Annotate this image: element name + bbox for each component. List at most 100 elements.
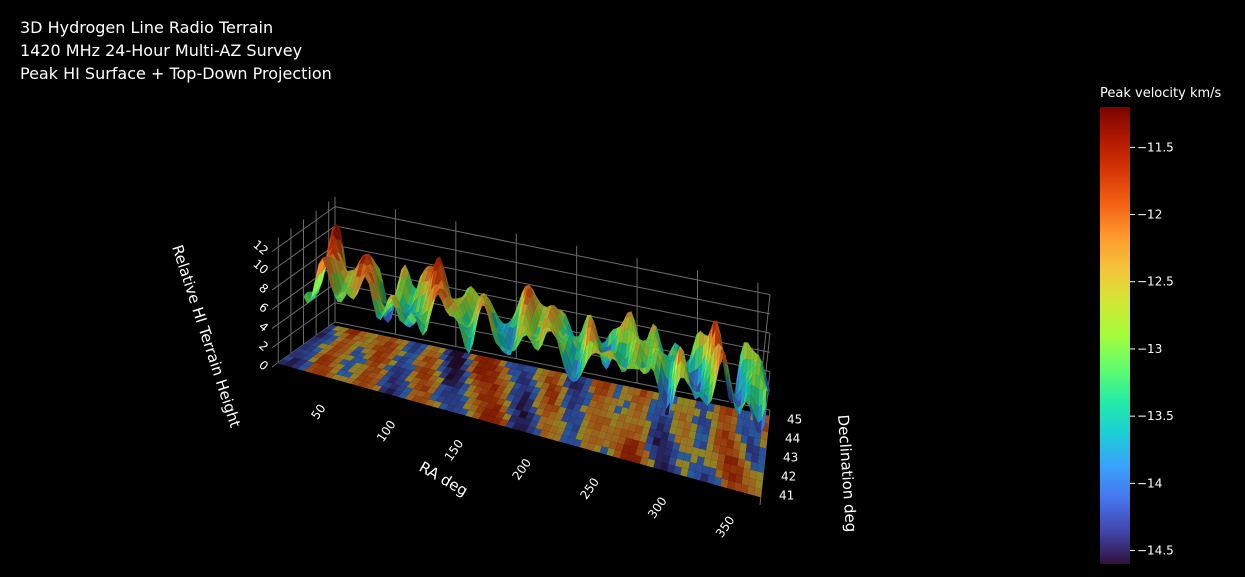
floor-cell <box>622 400 632 409</box>
floor-cell <box>406 382 418 389</box>
floor-cell <box>444 355 455 362</box>
floor-cell <box>488 364 498 372</box>
floor-cell <box>665 440 674 450</box>
floor-cell <box>559 435 569 444</box>
z-tick-label: 12 <box>250 237 271 258</box>
floor-cell <box>534 394 545 402</box>
floor-cell <box>391 390 403 397</box>
floor-cell <box>478 413 489 422</box>
floor-cell <box>294 353 307 360</box>
floor-cell <box>657 445 666 455</box>
floor-cell <box>468 372 479 380</box>
floor-cell <box>606 447 616 457</box>
floor-cell <box>408 388 420 396</box>
floor-cell <box>381 336 393 342</box>
floor-cell <box>666 464 676 474</box>
floor-cell <box>499 392 510 400</box>
floor-cell <box>332 357 344 364</box>
floor-cell <box>326 329 339 336</box>
floor-cell <box>586 442 596 451</box>
floor-cell <box>277 359 290 366</box>
floor-cell <box>372 350 384 357</box>
floor-cell <box>376 340 388 347</box>
floor-cell <box>577 425 588 435</box>
floor-cell <box>387 337 399 344</box>
floor-cell <box>422 392 433 400</box>
floor-cell <box>624 393 634 402</box>
floor-cell <box>641 426 650 436</box>
floor-cell <box>733 482 742 492</box>
floor-cell <box>307 356 320 363</box>
floor-cell <box>504 361 514 369</box>
floor-cell <box>601 402 610 411</box>
floor-cell <box>681 428 690 438</box>
floor-cell <box>487 376 497 384</box>
floor-cell <box>565 387 576 396</box>
floor-cell <box>544 403 554 412</box>
floor-cell <box>506 368 517 376</box>
floor-cell <box>553 385 563 393</box>
floor-cell <box>415 354 426 361</box>
floor-cell <box>755 471 764 482</box>
floor-cell <box>615 442 625 452</box>
floor-cell <box>685 414 694 423</box>
floor-cell <box>641 404 650 413</box>
floor-cell <box>423 362 435 369</box>
floor-cell <box>577 376 587 385</box>
x-tick-label: 300 <box>645 494 670 521</box>
floor-cell <box>461 370 472 378</box>
floor-cell <box>655 453 664 463</box>
grid-line <box>334 206 771 296</box>
floor-cell <box>353 346 366 353</box>
floor-cell <box>516 363 526 371</box>
floor-cell <box>620 407 629 416</box>
floor-cell <box>597 430 607 440</box>
floor-cell <box>566 401 576 410</box>
floor-cell <box>499 379 510 387</box>
floor-cell <box>729 464 738 475</box>
floor-cell <box>348 350 361 357</box>
floor-cell <box>581 434 592 443</box>
floor-cell <box>552 433 562 442</box>
floor-cell <box>352 362 364 369</box>
floor-cell <box>467 353 478 361</box>
floor-cell <box>576 411 586 420</box>
floor-cell <box>742 467 751 478</box>
floor-cell <box>323 344 335 351</box>
floor-cell <box>633 455 642 464</box>
floor-cell <box>618 392 628 401</box>
floor-cell <box>637 418 646 427</box>
floor-cell <box>584 391 594 400</box>
y-tick-label: 44 <box>785 432 800 446</box>
floor-cell <box>683 421 692 431</box>
floor-cell <box>438 402 449 410</box>
floor-cell <box>708 467 717 477</box>
floor-cell <box>550 391 560 399</box>
floor-cell <box>325 356 338 362</box>
floor-cell <box>378 369 390 376</box>
floor-cell <box>713 476 722 487</box>
floor-cell <box>693 439 702 449</box>
floor-cell <box>724 454 732 465</box>
z-axis-label: Relative HI Terrain Height <box>168 243 244 430</box>
floor-cell <box>568 430 578 439</box>
floor-cell <box>718 445 727 455</box>
floor-cell <box>653 407 663 416</box>
floor-cell <box>673 434 682 444</box>
floor-cell <box>611 412 621 421</box>
floor-cell <box>515 389 526 398</box>
floor-cell <box>450 356 462 363</box>
floor-cell <box>743 459 752 470</box>
floor-cell <box>560 400 570 409</box>
floor-cell <box>699 440 708 451</box>
floor-cell <box>522 365 533 373</box>
y-ticks: 41 42 43 44 45 <box>779 413 802 503</box>
floor-cell <box>651 414 661 423</box>
floor-cell <box>374 334 386 341</box>
floor-cell <box>744 451 753 462</box>
floor-cell <box>337 353 349 360</box>
floor-cell <box>393 378 405 386</box>
floor-cell <box>384 370 396 378</box>
floor-cell <box>695 463 704 474</box>
